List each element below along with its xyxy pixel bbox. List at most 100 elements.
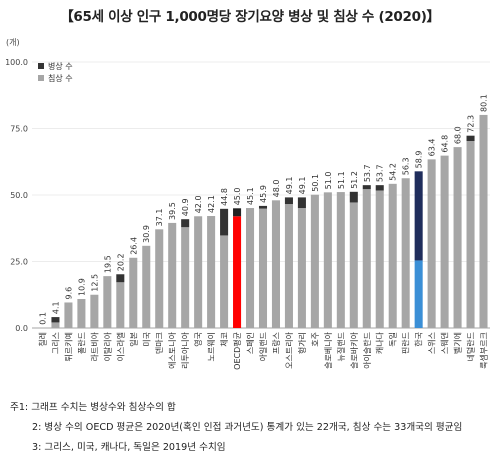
x-tick-label: 오스트리아 — [284, 331, 294, 368]
bar-리투아니아-cots — [181, 227, 190, 328]
footnote-1: 주1: 그래프 수치는 병상수와 침상수의 합 — [10, 402, 176, 413]
bar-네덜란드-cots — [466, 141, 475, 328]
data-label: 45.0 — [233, 187, 242, 205]
bar-아이슬란드-beds — [362, 185, 371, 190]
data-label: 64.8 — [441, 135, 450, 153]
bar-스웨덴-cots — [440, 155, 449, 328]
bar-뉴질랜드-cots — [336, 192, 345, 328]
legend-swatch — [38, 63, 44, 69]
x-tick-label: 벨기에 — [453, 332, 463, 354]
bar-일본-cots — [129, 257, 138, 328]
bar-룩셈부르크-cots — [479, 114, 488, 329]
x-tick-label: 영국 — [193, 332, 203, 347]
x-tick-label: 아이슬란드 — [362, 332, 372, 369]
data-label: 68.0 — [454, 126, 463, 144]
x-tick-label: 캐나다 — [376, 331, 385, 354]
bar-스페인-cots — [246, 208, 255, 328]
bar-헝가리-cots — [297, 208, 306, 328]
data-label: 37.1 — [155, 209, 164, 227]
x-tick-label: 튀르키예 — [63, 332, 73, 361]
x-tick-label: 헝가리 — [298, 332, 307, 354]
data-label: 26.4 — [129, 237, 138, 255]
bar-OECD평균-cots — [233, 216, 242, 328]
data-label: 51.1 — [337, 171, 346, 189]
x-tick-label: 일본 — [129, 332, 138, 347]
bar-아일랜드-cots — [258, 208, 268, 328]
bar-스위스-cots — [427, 159, 436, 328]
data-label: 72.3 — [467, 115, 476, 133]
x-tick-label: 룩셈부르크 — [480, 332, 489, 369]
y-tick-label: 100.0 — [5, 58, 28, 67]
x-tick-label: 이탈리아 — [102, 331, 112, 361]
bar-네덜란드-beds — [466, 135, 475, 142]
bar-덴마크-cots — [155, 229, 164, 328]
bar-핀란드-cots — [401, 178, 410, 328]
bar-슬로바키아-beds — [349, 191, 358, 203]
x-tick-label: 폴란드 — [76, 332, 86, 354]
data-label: 4.1 — [51, 301, 60, 314]
x-tick-label: 라트비아 — [89, 331, 99, 361]
x-tick-label: 스위스 — [428, 332, 437, 354]
bar-이스라엘-cots — [116, 282, 125, 328]
bar-벨기에-cots — [453, 147, 462, 328]
x-tick-label: 리투아니아 — [180, 331, 190, 368]
bar-이스라엘-beds — [116, 274, 125, 283]
x-tick-label: 스페인 — [245, 332, 255, 354]
data-label: 44.8 — [220, 188, 229, 206]
bar-캐나다-cots — [375, 190, 384, 328]
y-tick-label: 0.0 — [15, 324, 28, 333]
x-tick-label: 미국 — [142, 332, 151, 347]
bar-이탈리아-cots — [103, 276, 112, 328]
bar-오스트리아-beds — [284, 197, 293, 205]
bar-노르웨이-cots — [207, 216, 216, 328]
y-tick-label: 50.0 — [10, 191, 28, 200]
bar-캐나다-beds — [375, 185, 384, 191]
data-label: 51.0 — [324, 172, 333, 190]
x-tick-label: OECD평균 — [232, 332, 242, 370]
data-label: 56.3 — [402, 157, 411, 175]
footnote-3: 3: 그리스, 미국, 캐나다, 독일은 2019년 수치임 — [32, 442, 226, 453]
x-tick-label: 이스라엘 — [115, 332, 125, 361]
x-tick-label: 체코 — [219, 332, 229, 347]
data-label: 20.2 — [116, 253, 125, 271]
x-tick-label: 아일랜드 — [258, 332, 268, 361]
bar-그리스-beds — [51, 317, 60, 323]
x-tick-label: 한국 — [415, 332, 424, 347]
x-tick-label: 스웨덴 — [440, 332, 450, 354]
data-label: 63.4 — [428, 139, 437, 157]
bar-라트비아-cots — [90, 294, 99, 328]
legend-swatch — [38, 75, 44, 81]
bar-오스트리아-cots — [284, 204, 293, 328]
data-label: 50.1 — [311, 174, 320, 192]
bar-슬로베니아-cots — [323, 192, 332, 328]
bar-영국-cots — [194, 216, 203, 328]
data-label: 19.5 — [103, 255, 112, 273]
bar-아이슬란드-cots — [362, 189, 371, 328]
data-label: 80.1 — [480, 94, 489, 112]
x-tick-label: 독일 — [389, 332, 398, 347]
bar-체코-cots — [220, 235, 229, 328]
data-label: 48.0 — [272, 180, 281, 198]
bar-프랑스-cots — [271, 200, 280, 328]
data-label: 30.9 — [142, 225, 151, 243]
bar-폴란드-cots — [77, 299, 86, 328]
chart-title: 【65세 이상 인구 1,000명당 장기요양 병상 및 침상 수 (2020)… — [60, 9, 440, 25]
data-label: 54.2 — [389, 163, 398, 181]
bar-독일-cots — [388, 183, 397, 328]
data-label: 49.1 — [285, 177, 294, 195]
x-tick-label: 핀란드 — [401, 332, 411, 354]
data-label: 51.2 — [350, 171, 359, 189]
bar-그리스-cots — [51, 322, 60, 328]
bar-체코-beds — [220, 208, 229, 236]
y-tick-label: 25.0 — [10, 258, 28, 267]
unit-label: (개) — [6, 37, 20, 47]
data-label: 49.1 — [298, 177, 307, 195]
data-label: 0.1 — [38, 312, 47, 325]
x-tick-label: 그리스 — [51, 332, 60, 354]
footnote-2: 2: 병상 수의 OECD 평균은 2020년(혹인 인접 과거년도) 통계가 … — [32, 422, 463, 433]
data-label: 42.1 — [207, 195, 216, 213]
x-tick-label: 덴마크 — [155, 332, 164, 354]
data-label: 45.9 — [259, 185, 268, 203]
bar-튀르키예-cots — [64, 302, 73, 328]
y-tick-label: 75.0 — [10, 125, 28, 134]
